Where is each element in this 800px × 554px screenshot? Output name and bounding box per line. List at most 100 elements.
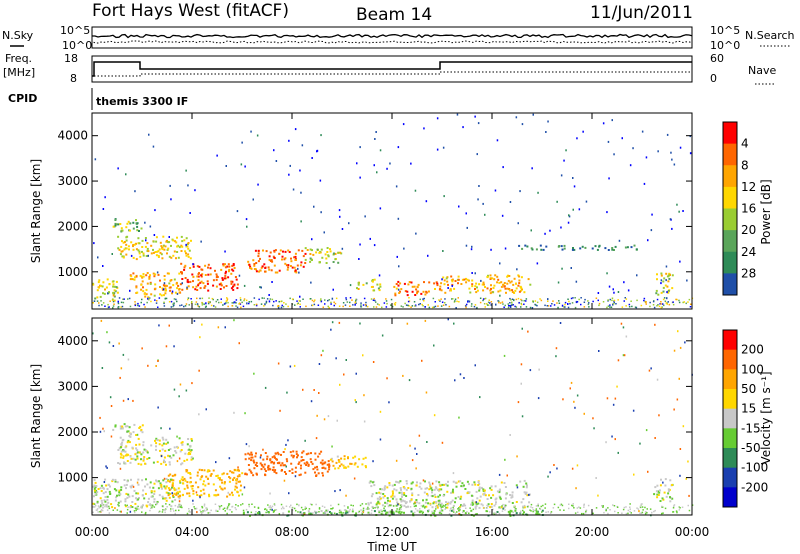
power-ground-cell	[547, 305, 550, 307]
velocity-ground-cell	[135, 509, 137, 512]
power-ground-cell	[467, 301, 469, 303]
velocity-echo-cell	[111, 480, 114, 483]
power-ground-cell	[216, 299, 219, 301]
velocity-ground-cell	[629, 508, 631, 510]
power-echo-cell	[434, 288, 436, 290]
power-ground-cell	[149, 297, 151, 299]
velocity-echo-cell	[165, 442, 168, 445]
velocity-noise-cell	[571, 467, 574, 470]
power-echo-cell	[145, 293, 148, 296]
velocity-noise-cell	[284, 448, 286, 451]
power-echo-cell	[666, 285, 669, 288]
velocity-noise-cell	[191, 382, 193, 385]
power-echo-cell	[656, 278, 658, 281]
velocity-noise-cell	[616, 385, 618, 388]
velocity-echo-cell	[172, 479, 175, 482]
power-echo-cell	[222, 263, 225, 266]
power-echo-cell	[255, 270, 258, 273]
velocity-echo-cell	[671, 497, 674, 500]
velocity-noise-cell	[303, 513, 306, 516]
power-echo-cell	[284, 250, 287, 253]
velocity-echo-cell	[231, 494, 234, 497]
velocity-echo-cell	[217, 493, 220, 496]
power-ground-cell	[277, 305, 279, 308]
power-echo-cell	[611, 248, 614, 251]
power-echo-cell	[114, 290, 117, 293]
power-noise-cell	[686, 279, 688, 282]
velocity-echo-cell	[128, 435, 131, 437]
power-ground-cell	[486, 304, 489, 306]
power-echo-cell	[370, 286, 373, 288]
velocity-echo-cell	[460, 504, 462, 507]
power-echo-cell	[669, 274, 671, 276]
velocity-echo-cell	[140, 458, 142, 461]
power-echo-cell	[108, 283, 111, 285]
velocity-ground-cell	[537, 503, 539, 505]
velocity-echo-cell	[150, 495, 153, 498]
power-echo-cell	[139, 255, 142, 258]
power-ground-cell	[507, 303, 509, 305]
velocity-ground-cell	[452, 509, 455, 512]
power-ground-cell	[544, 304, 546, 307]
velocity-echo-cell	[207, 469, 210, 472]
velocity-echo-cell	[301, 451, 304, 454]
velocity-echo-cell	[181, 462, 184, 465]
velocity-ground-cell	[633, 510, 636, 512]
velocity-ground-cell	[99, 505, 102, 508]
velocity-echo-cell	[168, 480, 171, 483]
power-ground-cell	[503, 306, 505, 308]
power-ground-cell	[536, 304, 538, 307]
power-noise-cell	[148, 133, 150, 136]
power-echo-cell	[662, 280, 665, 283]
velocity-echo-cell	[503, 482, 506, 484]
velocity-echo-cell	[165, 463, 167, 466]
velocity-echo-cell	[160, 462, 163, 465]
velocity-echo-cell	[667, 492, 670, 495]
velocity-ground-cell	[97, 511, 99, 513]
velocity-echo-cell	[290, 454, 293, 457]
velocity-noise-cell	[283, 479, 286, 482]
velocity-echo-cell	[121, 441, 124, 444]
power-echo-cell	[518, 279, 521, 282]
power-ground-cell	[185, 303, 188, 305]
velocity-echo-cell	[282, 464, 285, 467]
velocity-echo-cell	[478, 487, 481, 490]
velocity-noise-cell	[639, 442, 641, 445]
velocity-ground-cell	[396, 508, 398, 510]
velocity-ground-cell	[347, 506, 349, 508]
power-echo-cell	[136, 229, 139, 232]
power-noise-cell	[641, 130, 644, 133]
velocity-ground-cell	[544, 507, 546, 509]
velocity-echo-cell	[489, 487, 492, 490]
power-ground-cell	[156, 300, 158, 302]
power-noise-cell	[292, 188, 295, 191]
power-noise-cell	[144, 221, 146, 224]
power-echo-cell	[187, 242, 190, 244]
power-ground-cell	[517, 297, 520, 300]
power-ground-cell	[196, 303, 199, 305]
velocity-ground-cell	[458, 507, 460, 509]
power-ground-cell	[453, 301, 456, 303]
velocity-echo-cell	[161, 436, 164, 439]
velocity-echo-cell	[137, 462, 140, 465]
velocity-ground-cell	[332, 507, 334, 509]
power-echo-cell	[204, 274, 207, 276]
power-ground-cell	[98, 302, 100, 304]
power-noise-cell	[273, 149, 275, 152]
velocity-noise-cell	[622, 354, 625, 357]
power-echo-cell	[122, 256, 125, 259]
power-echo-cell	[423, 281, 425, 284]
power-ground-cell	[645, 303, 647, 305]
velocity-echo-cell	[326, 470, 329, 473]
velocity-echo-cell	[120, 488, 123, 491]
velocity-echo-cell	[117, 462, 120, 464]
power-echo-cell	[494, 274, 497, 277]
velocity-echo-cell	[659, 484, 662, 487]
power-echo-cell	[449, 288, 452, 291]
velocity-noise-cell	[504, 458, 506, 461]
velocity-ground-cell	[178, 509, 180, 512]
power-noise-cell	[245, 218, 248, 221]
power-noise-cell	[537, 191, 539, 194]
power-noise-cell	[423, 127, 425, 130]
velocity-ground-cell	[245, 508, 248, 511]
